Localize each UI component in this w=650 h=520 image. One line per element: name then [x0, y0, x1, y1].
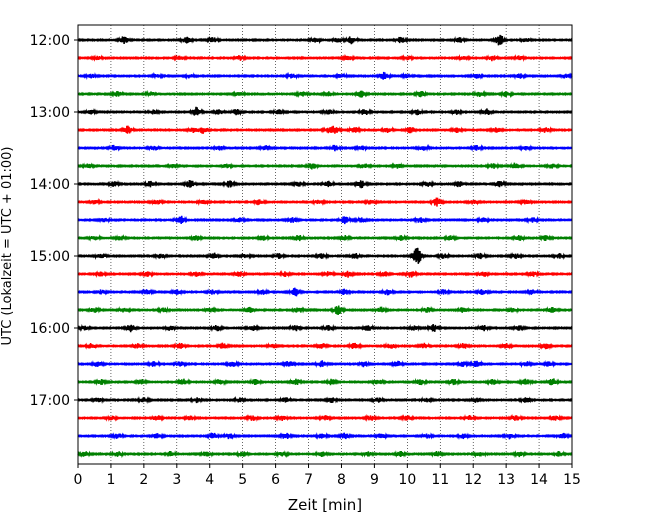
- trace-line: [77, 395, 573, 405]
- x-tick-label: 8: [337, 472, 346, 488]
- trace-line: [77, 89, 573, 99]
- x-tick-label: 3: [172, 472, 181, 488]
- x-tick-label: 9: [370, 472, 379, 488]
- y-axis-label: UTC (Lokalzeit = UTC + 01:00): [0, 147, 15, 346]
- trace-line: [77, 106, 573, 117]
- x-tick-label: 15: [563, 472, 581, 488]
- trace-line: [77, 287, 573, 297]
- trace-line: [77, 305, 573, 316]
- x-tick-label: 12: [464, 472, 482, 488]
- y-tick-label: 15:00: [30, 249, 70, 265]
- x-tick-label: 0: [74, 472, 83, 488]
- x-tick-label: 4: [205, 472, 214, 488]
- x-tick-label: 7: [304, 472, 313, 488]
- trace-line: [77, 450, 573, 459]
- x-tick-label: 2: [139, 472, 148, 488]
- trace-line: [77, 34, 573, 46]
- trace-group: [77, 34, 573, 459]
- x-tick-label: 10: [398, 472, 416, 488]
- y-tick-label: 14:00: [30, 177, 70, 193]
- x-tick-label: 14: [530, 472, 548, 488]
- x-axis-label: Zeit [min]: [288, 496, 362, 514]
- x-tick-label: 6: [271, 472, 280, 488]
- y-tick-label: 12:00: [30, 33, 70, 49]
- trace-line: [77, 341, 573, 351]
- x-tick-label: 5: [238, 472, 247, 488]
- trace-line: [77, 269, 573, 278]
- y-tick-label: 16:00: [30, 321, 70, 337]
- trace-line: [77, 162, 573, 170]
- trace-line: [77, 233, 573, 242]
- trace-line: [77, 323, 573, 333]
- trace-line: [77, 432, 573, 441]
- trace-line: [77, 179, 573, 189]
- plot-background: [78, 25, 572, 464]
- x-grid: [110, 25, 540, 464]
- x-tick-label: 11: [431, 472, 449, 488]
- trace-line: [77, 215, 573, 225]
- trace-line: [77, 125, 573, 134]
- trace-line: [77, 377, 573, 387]
- trace-line: [77, 247, 573, 264]
- trace-line: [77, 71, 573, 81]
- y-tick-label: 13:00: [30, 105, 70, 121]
- y-tick-label: 17:00: [30, 393, 70, 409]
- plot-frame: [77, 24, 573, 465]
- trace-line: [77, 143, 573, 152]
- trace-line: [77, 197, 573, 207]
- trace-line: [77, 413, 573, 422]
- x-tick-label: 13: [497, 472, 515, 488]
- y-axis-ticks: 12:00 13:00 14:00 15:00 16:00 17:00: [30, 33, 78, 409]
- trace-line: [77, 53, 573, 63]
- x-tick-label: 1: [106, 472, 115, 488]
- trace-line: [77, 359, 573, 369]
- x-axis-ticks: 0 1 2 3 4 5 6 7 8 9 10 11 12 13 14 15: [74, 464, 581, 488]
